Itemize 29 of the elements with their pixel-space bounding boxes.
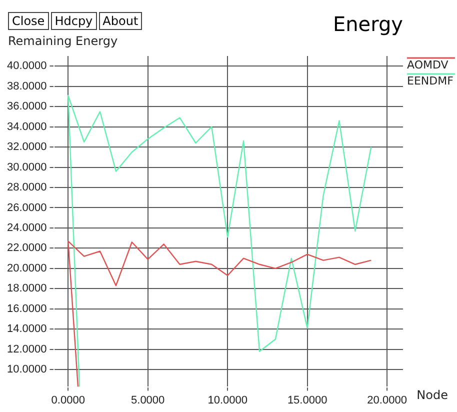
text: About [98, 12, 142, 30]
legend-label: EENDMF [407, 74, 454, 88]
x-tick-label: 15.0000 [287, 394, 328, 406]
y-tick-label: 12.0000 [6, 343, 47, 356]
y-tick-label: 26.0000 [6, 202, 47, 214]
text: Hdcpy [50, 12, 97, 30]
legend-label: AOMDV [407, 58, 449, 72]
chart-title: Energy [332, 12, 404, 36]
y-tick-label: 22.0000 [6, 242, 47, 254]
y-tick-label: 38.0000 [6, 80, 47, 92]
y-tick-label: 24.0000 [6, 222, 47, 234]
x-axis-title: Node [416, 388, 448, 402]
x-tick-label: 20.0000 [367, 394, 407, 406]
y-tick-label: 36.0000 [6, 100, 47, 113]
y-tick-label: 16.0000 [6, 302, 47, 315]
y-tick-label: 20.0000 [6, 262, 47, 274]
x-tick-label: 0.0000 [51, 394, 85, 406]
y-tick-label: 40.0000 [6, 60, 47, 72]
y-tick-label: 34.0000 [6, 120, 47, 133]
y-tick-label: 18.0000 [6, 282, 47, 295]
y-tick-label: 32.0000 [6, 141, 47, 154]
y-tick-label: 28.0000 [6, 182, 47, 194]
y-axis-title: Remaining Energy [8, 34, 118, 48]
y-tick-label: 30.0000 [6, 161, 47, 174]
x-tick-label: 5.0000 [131, 394, 165, 406]
x-tick-label: 10.0000 [208, 394, 248, 406]
text: Close [8, 12, 49, 30]
y-tick-label: 10.0000 [6, 364, 47, 376]
y-tick-label: 14.0000 [6, 323, 47, 336]
